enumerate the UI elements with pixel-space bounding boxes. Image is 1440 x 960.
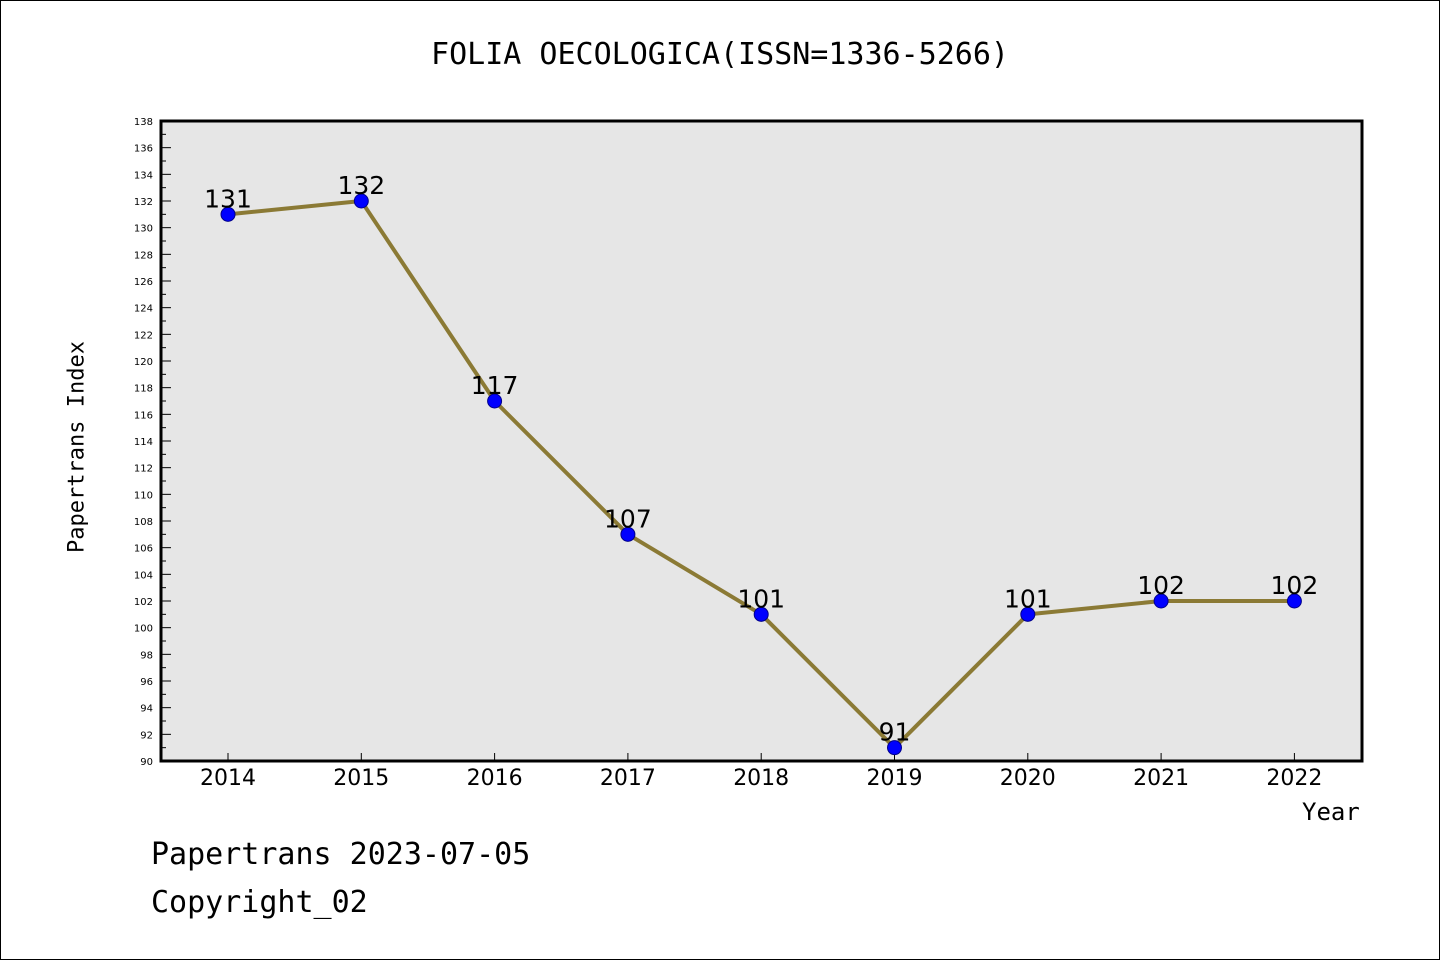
y-tick-label: 92 <box>140 730 153 741</box>
data-label: 117 <box>471 371 519 400</box>
y-tick-label: 110 <box>134 490 153 501</box>
data-point <box>1153 593 1169 609</box>
x-tick-label: 2022 <box>1266 766 1322 791</box>
x-tick-label: 2019 <box>867 766 923 791</box>
data-labels: 131 132 117 107 101 91 101 102 102 <box>204 171 1318 747</box>
data-point <box>1020 606 1036 622</box>
y-tick-label: 108 <box>134 517 153 528</box>
x-tick-label: 2015 <box>333 766 389 791</box>
chart-title: FOLIA OECOLOGICA(ISSN=1336-5266) <box>431 37 1009 72</box>
y-tick-label: 116 <box>134 410 153 421</box>
x-tick-label: 2016 <box>467 766 523 791</box>
y-tick-label: 118 <box>134 384 153 395</box>
y-tick-label: 138 <box>134 117 153 128</box>
data-label: 131 <box>204 184 252 213</box>
plot-area <box>159 119 1364 763</box>
y-axis-label: Papertrans Index <box>64 341 90 553</box>
y-tick-label: 90 <box>140 757 153 768</box>
y-tick-label: 136 <box>134 144 153 155</box>
data-point <box>220 206 236 222</box>
data-label: 102 <box>1137 571 1185 600</box>
y-tick-label: 126 <box>134 277 153 288</box>
x-tick-label: 2017 <box>600 766 656 791</box>
y-tick-label: 120 <box>134 357 153 368</box>
data-point <box>753 606 769 622</box>
data-label: 132 <box>337 171 385 200</box>
y-tick-label: 122 <box>134 330 153 341</box>
y-tick-label: 104 <box>134 570 153 581</box>
data-point <box>620 526 636 542</box>
x-tick-label: 2018 <box>733 766 789 791</box>
y-tick-label: 134 <box>134 170 153 181</box>
data-point <box>487 393 503 409</box>
data-point <box>887 740 902 756</box>
y-tick-label: 94 <box>140 704 153 715</box>
data-label: 101 <box>1004 584 1052 613</box>
y-tick-label: 98 <box>140 650 153 661</box>
y-tick-label: 130 <box>134 224 153 235</box>
y-tick-label: 124 <box>134 304 153 315</box>
data-label: 101 <box>737 584 785 613</box>
y-tick-label: 100 <box>134 624 153 635</box>
x-axis: 2014 2015 2016 2017 2018 2019 2020 2021 2022 <box>200 753 1322 791</box>
y-tick-label: 112 <box>134 464 153 475</box>
data-points <box>220 193 1302 756</box>
data-label: 102 <box>1271 571 1319 600</box>
x-tick-label: 2014 <box>200 766 256 791</box>
y-tick-label: 128 <box>134 250 153 261</box>
x-tick-label: 2020 <box>1000 766 1056 791</box>
x-axis-label: Year <box>1302 798 1360 826</box>
y-tick-label: 106 <box>134 544 153 555</box>
y-tick-label: 102 <box>134 597 153 608</box>
y-tick-label: 114 <box>134 437 153 448</box>
data-label: 107 <box>604 504 652 533</box>
x-tick-label: 2021 <box>1133 766 1189 791</box>
y-tick-label: 132 <box>134 197 153 208</box>
data-point <box>353 193 369 209</box>
y-tick-label: 96 <box>140 677 153 688</box>
data-point <box>1286 593 1302 609</box>
footer-copyright: Copyright_02 <box>151 885 368 920</box>
y-axis: 90 92 94 96 98 100 102 104 106 108 110 112 114 116 118… <box>134 117 171 768</box>
data-label: 91 <box>879 718 911 747</box>
footer-date: Papertrans 2023-07-05 <box>151 837 531 872</box>
